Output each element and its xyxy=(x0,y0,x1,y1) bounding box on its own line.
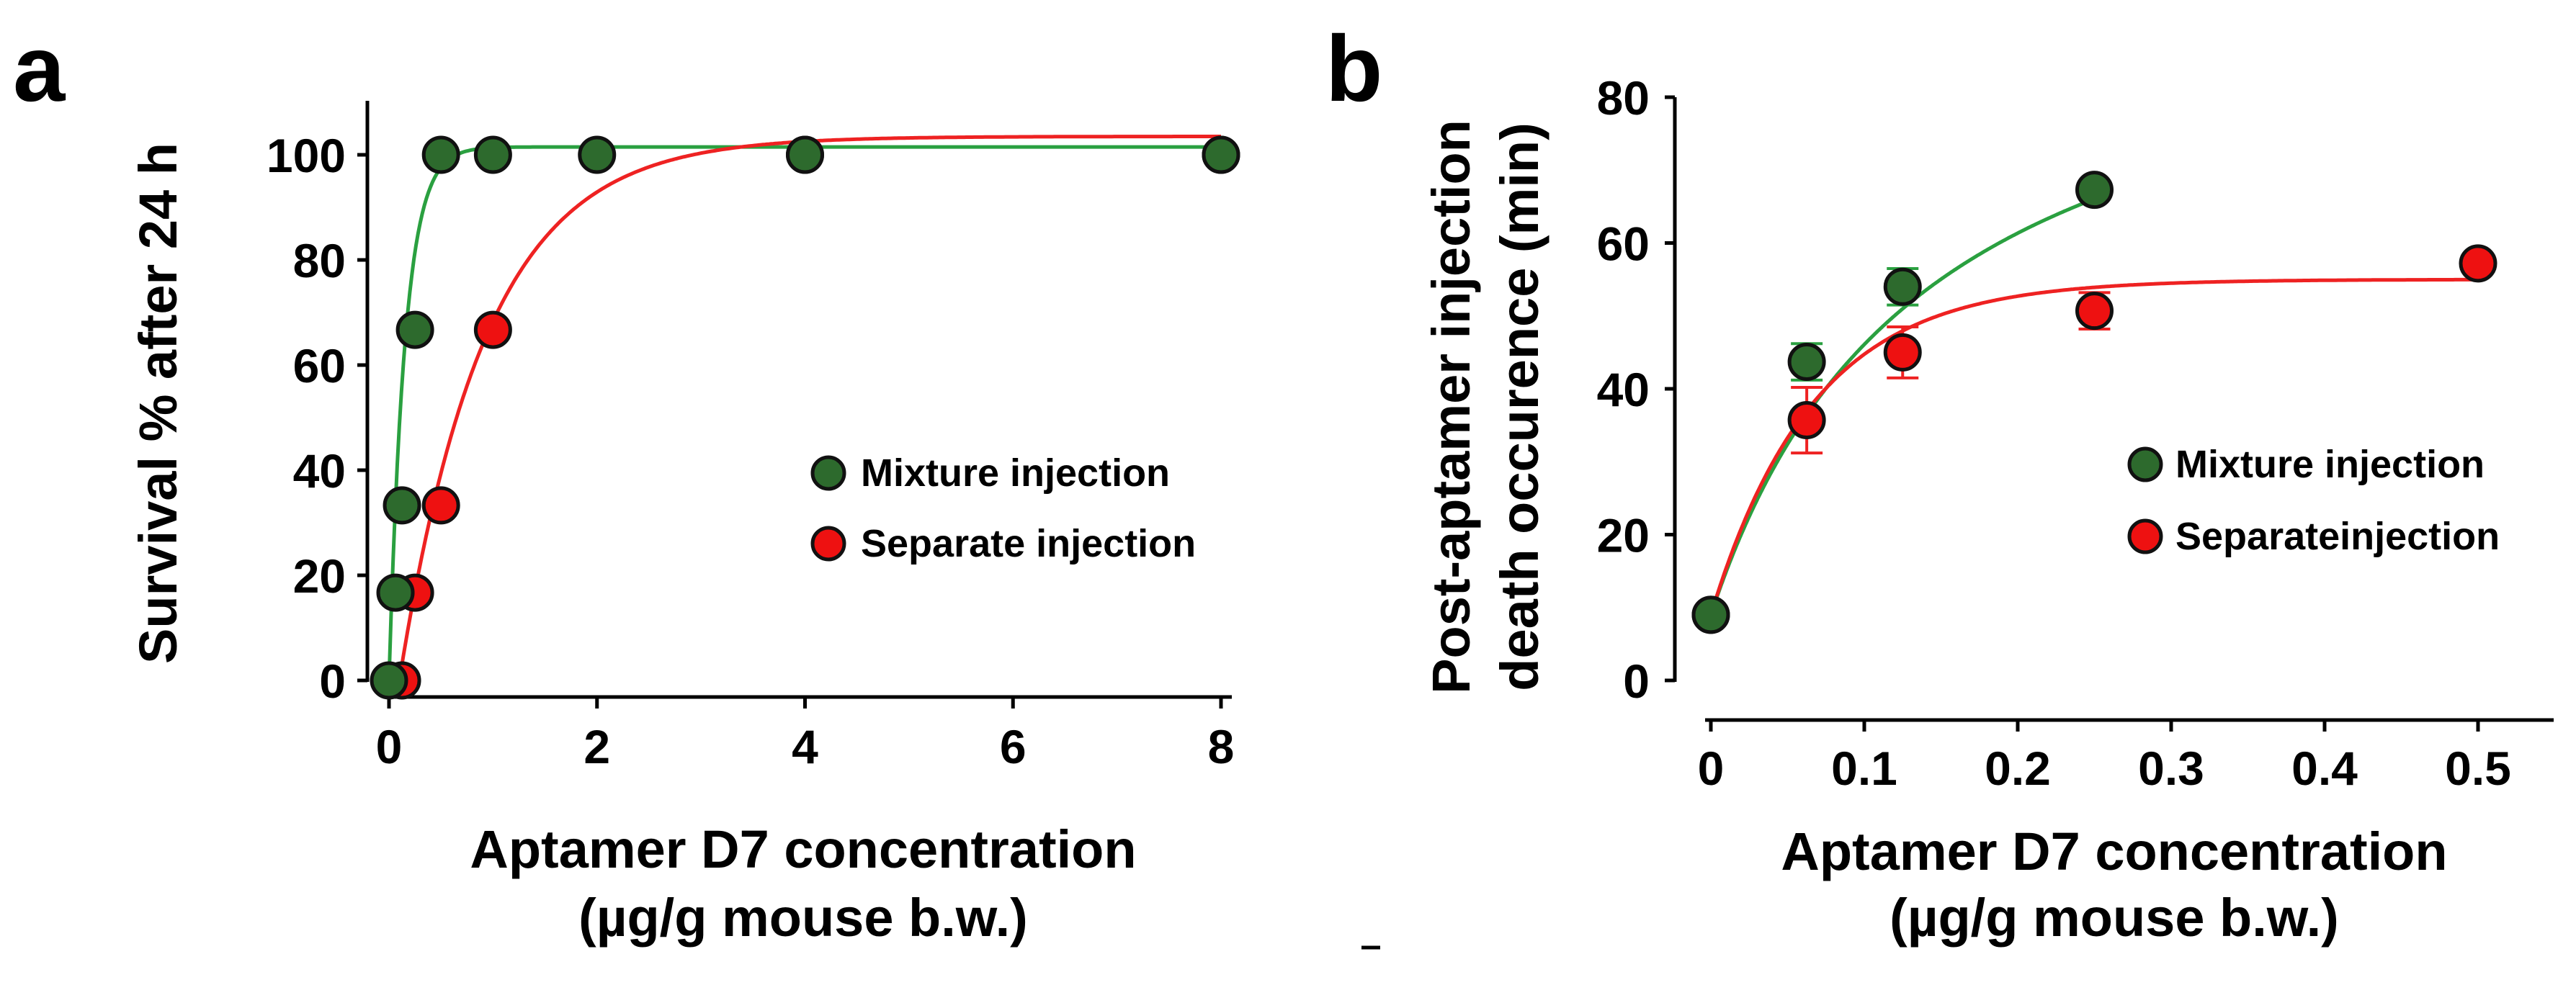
data-point xyxy=(1883,267,1922,306)
y-axis-title: Survival % after 24 h xyxy=(128,143,188,664)
x-axis-title: Aptamer D7 concentration xyxy=(470,819,1136,879)
y-axis-title: Post-aptamer injection xyxy=(1421,120,1481,694)
panel-label-a: a xyxy=(13,16,66,121)
fit-curve xyxy=(387,145,1221,681)
data-point xyxy=(421,135,460,174)
x-axis-title: (µg/g mouse b.w.) xyxy=(1889,888,2339,948)
data-point xyxy=(2075,171,2114,210)
data-point xyxy=(1883,333,1922,372)
x-tick-label: 0 xyxy=(376,720,403,773)
axes: 0 20 40 60 80 100 0 2 4 6 8 xyxy=(267,101,1234,773)
data-point xyxy=(786,135,824,174)
y-tick-label: 20 xyxy=(293,549,346,603)
legend-label: Mixture injection xyxy=(2175,443,2485,486)
x-axis-title: (µg/g mouse b.w.) xyxy=(578,888,1028,948)
legend-label: Separateinjection xyxy=(2175,515,2500,558)
data-point xyxy=(2459,244,2497,283)
legend-label: Separate injection xyxy=(861,522,1196,565)
legend-marker xyxy=(2127,446,2163,482)
chart-panel-a: 0 20 40 60 80 100 0 2 4 6 8 Aptamer D7 concentratio… xyxy=(128,101,1240,948)
data-point xyxy=(383,486,421,525)
data-point xyxy=(578,135,617,174)
axes: 0 20 40 60 80 0 0.1 0.2 0.3 0.4 0.5 xyxy=(1597,71,2554,795)
data-point xyxy=(370,661,408,700)
data-point xyxy=(395,310,434,349)
y-tick-label: 80 xyxy=(1597,71,1650,125)
data-point xyxy=(1787,401,1826,440)
data-point xyxy=(376,573,415,612)
y-tick-label: 60 xyxy=(1597,217,1650,271)
x-tick-label: 0.2 xyxy=(1985,742,2051,795)
x-tick-label: 8 xyxy=(1208,720,1235,773)
data-point xyxy=(1202,135,1240,174)
fit-curve xyxy=(397,135,1221,681)
y-tick-label: 0 xyxy=(1623,655,1650,708)
chart-panel-b: 0 20 40 60 80 0 0.1 0.2 0.3 0.4 0.5 Aptamer D7 conc… xyxy=(1421,71,2554,948)
y-axis-title: death occurence (min) xyxy=(1490,122,1549,691)
data-point xyxy=(1787,343,1826,382)
x-axis-title: Aptamer D7 concentration xyxy=(1781,822,2447,881)
legend-entry: Mixture injection xyxy=(810,451,1170,495)
legend-marker xyxy=(2127,518,2163,554)
legend-entry: Mixture injection xyxy=(2127,443,2485,486)
y-tick-label: 80 xyxy=(293,234,346,287)
data-point xyxy=(1691,595,1730,634)
data-point xyxy=(2075,292,2114,330)
fit-curve xyxy=(1709,197,2096,616)
x-tick-label: 0.5 xyxy=(2445,742,2511,795)
y-tick-label: 60 xyxy=(293,339,346,392)
x-tick-label: 0.4 xyxy=(2291,742,2358,795)
y-tick-label: 20 xyxy=(1597,509,1650,562)
x-tick-label: 4 xyxy=(792,720,818,773)
y-tick-label: 0 xyxy=(319,655,346,708)
data-point xyxy=(473,135,512,174)
x-tick-label: 0 xyxy=(1698,742,1725,795)
x-tick-label: 6 xyxy=(1000,720,1027,773)
y-tick-label: 40 xyxy=(1597,363,1650,416)
fit-curve xyxy=(1709,277,2478,616)
data-point xyxy=(473,310,512,349)
y-tick-label: 40 xyxy=(293,444,346,498)
legend-entry: Separate injection xyxy=(810,522,1196,565)
legend-label: Mixture injection xyxy=(861,451,1170,495)
legend-marker xyxy=(810,526,846,562)
y-tick-label: 100 xyxy=(267,129,346,182)
x-tick-label: 0.1 xyxy=(1831,742,1897,795)
x-tick-label: 0.3 xyxy=(2138,742,2204,795)
panel-label-b: b xyxy=(1325,16,1382,121)
legend-marker xyxy=(810,455,846,491)
data-point xyxy=(421,486,460,525)
legend-entry: Separateinjection xyxy=(2127,515,2500,558)
x-tick-label: 2 xyxy=(583,720,610,773)
